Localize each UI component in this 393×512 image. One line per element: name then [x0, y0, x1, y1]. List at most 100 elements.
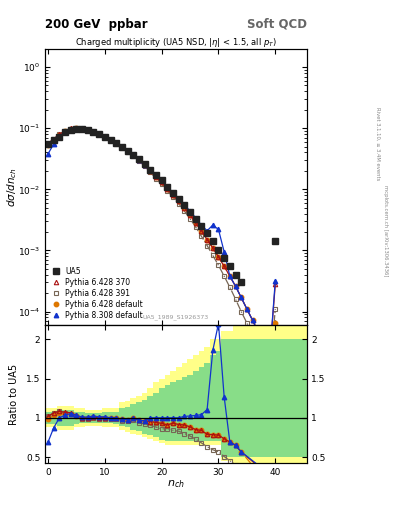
Pythia 8.308 default	[256, 329, 261, 335]
Y-axis label: Ratio to UA5: Ratio to UA5	[9, 364, 19, 425]
Pythia 6.428 370	[188, 212, 193, 218]
UA5	[210, 239, 215, 245]
UA5	[114, 140, 119, 146]
Pythia 6.428 default	[205, 237, 209, 243]
Pythia 6.428 391	[165, 187, 170, 194]
Pythia 6.428 370	[228, 273, 232, 279]
Pythia 8.308 default	[74, 125, 79, 131]
UA5	[188, 208, 193, 215]
Pythia 6.428 default	[244, 306, 249, 312]
UA5	[233, 272, 238, 278]
UA5	[125, 147, 130, 154]
Pythia 8.308 default	[188, 208, 193, 214]
Pythia 6.428 370	[182, 205, 187, 211]
Pythia 6.428 370	[244, 306, 249, 312]
Pythia 6.428 default	[131, 152, 136, 158]
Pythia 8.308 default	[57, 134, 62, 140]
Pythia 8.308 default	[273, 278, 277, 284]
Pythia 6.428 default	[273, 320, 277, 326]
Pythia 6.428 default	[74, 125, 79, 131]
Pythia 6.428 391	[171, 194, 175, 200]
Pythia 6.428 370	[131, 152, 136, 158]
UA5	[46, 141, 50, 147]
Pythia 6.428 391	[244, 320, 249, 326]
UA5	[103, 134, 107, 140]
Pythia 6.428 370	[103, 134, 107, 140]
Pythia 6.428 default	[256, 329, 261, 335]
UA5	[68, 127, 73, 133]
Text: UA5_1989_S1926373: UA5_1989_S1926373	[143, 314, 209, 319]
Pythia 6.428 391	[262, 359, 266, 365]
Pythia 6.428 370	[256, 329, 261, 335]
Pythia 8.308 default	[199, 222, 204, 228]
Pythia 6.428 default	[154, 174, 158, 180]
Pythia 6.428 370	[80, 125, 84, 132]
Pythia 6.428 370	[159, 179, 164, 185]
Pythia 6.428 370	[108, 137, 113, 143]
Pythia 6.428 default	[97, 131, 101, 137]
Pythia 8.308 default	[250, 317, 255, 324]
Pythia 8.308 default	[267, 354, 272, 360]
Pythia 6.428 370	[165, 186, 170, 193]
Pythia 6.428 default	[239, 294, 244, 301]
Pythia 6.428 391	[148, 169, 152, 175]
Pythia 8.308 default	[262, 342, 266, 348]
Pythia 6.428 370	[46, 140, 50, 146]
Pythia 6.428 default	[228, 273, 232, 279]
UA5	[171, 189, 175, 196]
Pythia 6.428 370	[222, 263, 226, 269]
Pythia 6.428 391	[46, 140, 50, 146]
Pythia 6.428 370	[51, 136, 56, 142]
Pythia 6.428 391	[273, 306, 277, 312]
Pythia 8.308 default	[63, 129, 68, 135]
Pythia 6.428 370	[210, 245, 215, 251]
Pythia 8.308 default	[244, 306, 249, 312]
UA5	[80, 125, 84, 132]
Pythia 8.308 default	[108, 137, 113, 143]
Pythia 8.308 default	[97, 131, 101, 137]
Pythia 6.428 391	[256, 345, 261, 351]
Pythia 8.308 default	[176, 196, 181, 202]
Pythia 6.428 default	[222, 263, 226, 269]
Pythia 6.428 370	[57, 132, 62, 138]
Pythia 6.428 391	[210, 252, 215, 259]
Pythia 6.428 default	[63, 128, 68, 134]
Pythia 8.308 default	[182, 202, 187, 208]
Pythia 6.428 370	[193, 220, 198, 226]
Pythia 6.428 default	[46, 141, 50, 147]
Pythia 6.428 default	[91, 129, 96, 135]
UA5	[216, 247, 221, 253]
Pythia 6.428 370	[154, 174, 158, 180]
UA5	[176, 196, 181, 202]
Pythia 8.308 default	[210, 222, 215, 228]
Pythia 6.428 370	[267, 354, 272, 360]
Pythia 8.308 default	[239, 294, 244, 301]
UA5	[228, 263, 232, 269]
Pythia 6.428 370	[171, 191, 175, 198]
Pythia 8.308 default	[68, 125, 73, 132]
Pythia 6.428 370	[216, 254, 221, 260]
UA5	[57, 134, 62, 140]
Pythia 8.308 default	[165, 184, 170, 190]
X-axis label: $n_{ch}$: $n_{ch}$	[167, 479, 185, 490]
Pythia 6.428 391	[68, 125, 73, 132]
UA5	[91, 129, 96, 135]
UA5	[51, 137, 56, 143]
Pythia 6.428 370	[148, 168, 152, 174]
Pythia 6.428 default	[250, 317, 255, 324]
Pythia 6.428 391	[250, 333, 255, 339]
UA5	[239, 280, 244, 286]
Pythia 6.428 391	[205, 243, 209, 249]
Pythia 6.428 370	[233, 283, 238, 289]
Pythia 8.308 default	[51, 141, 56, 147]
Pythia 6.428 391	[239, 309, 244, 315]
Pythia 6.428 default	[176, 198, 181, 204]
Line: Pythia 6.428 default: Pythia 6.428 default	[46, 126, 277, 359]
UA5	[182, 202, 187, 208]
Pythia 6.428 391	[57, 132, 62, 138]
Pythia 6.428 391	[125, 149, 130, 155]
Pythia 6.428 default	[182, 205, 187, 211]
Pythia 8.308 default	[85, 126, 90, 133]
Pythia 6.428 391	[188, 216, 193, 222]
Pythia 6.428 default	[142, 162, 147, 168]
